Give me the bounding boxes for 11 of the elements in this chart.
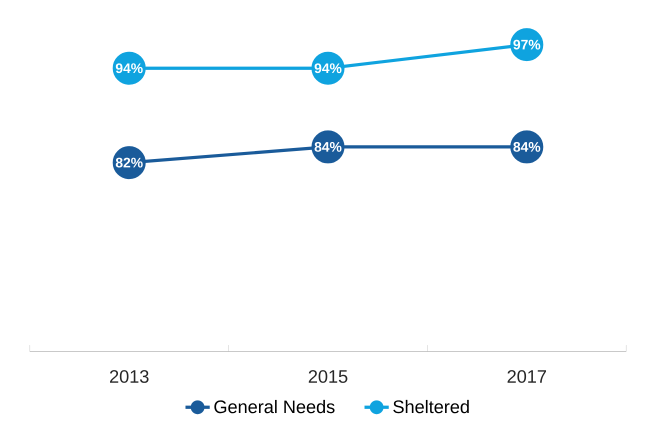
data-label: 94% [314,63,342,74]
data-label: 82% [116,158,143,168]
x-tick-label: 2017 [508,370,546,383]
legend-label: General Needs [214,400,335,414]
data-label: 97% [513,40,540,50]
data-label: 84% [314,142,342,152]
x-tick-label: 2013 [110,370,149,383]
legend-label: Sheltered [393,400,469,414]
x-tick-label: 2015 [308,370,348,383]
data-label: 94% [116,63,143,74]
data-label: 84% [513,142,540,152]
